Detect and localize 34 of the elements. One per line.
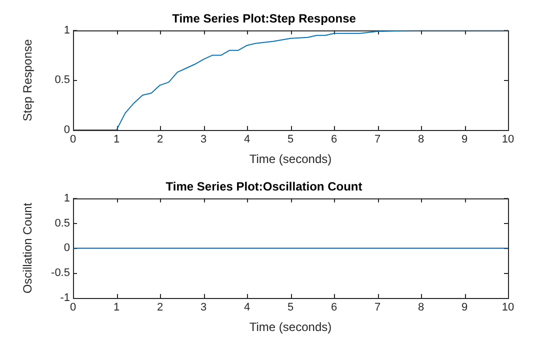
y-tick-label: -1 xyxy=(60,292,70,304)
x-tick-label: 7 xyxy=(374,134,381,146)
y-tick-label: 1 xyxy=(64,192,70,204)
x-tick-label: 5 xyxy=(287,302,294,314)
x-tick-label: 3 xyxy=(200,134,207,146)
x-tick-label: 6 xyxy=(330,134,338,146)
x-tick-label: 9 xyxy=(461,134,468,146)
chart-title: Time Series Plot:Oscillation Count xyxy=(166,180,362,194)
x-tick-label: 9 xyxy=(461,302,468,314)
x-tick-label: 6 xyxy=(330,302,338,314)
x-axis-title: Time (seconds) xyxy=(249,152,332,166)
x-tick-label: 2 xyxy=(156,134,164,146)
y-tick-label: -0.5 xyxy=(51,267,70,280)
y-tick-label: 0 xyxy=(64,242,70,254)
x-tick-label: 10 xyxy=(502,302,514,314)
x-tick-label: 4 xyxy=(244,134,250,146)
x-tick-label: 1 xyxy=(113,134,120,146)
chart-title: Time Series Plot:Step Response xyxy=(172,12,356,26)
x-tick-label: 3 xyxy=(200,302,207,314)
y-axis-title: Step Response xyxy=(20,38,35,122)
y-tick-label: 0 xyxy=(64,124,70,136)
y-axis-title: Oscillation Count xyxy=(20,202,35,294)
x-tick-label: 5 xyxy=(287,134,294,146)
x-tick-label: 7 xyxy=(374,302,381,314)
y-tick-label: 1 xyxy=(64,24,70,36)
x-tick-label: 4 xyxy=(244,302,250,314)
x-tick-label: 8 xyxy=(418,302,424,314)
x-tick-label: 8 xyxy=(418,134,424,146)
y-tick-label: 0.5 xyxy=(54,217,70,230)
x-axis-title: Time (seconds) xyxy=(249,320,332,334)
x-tick-label: 1 xyxy=(113,302,120,314)
x-tick-label: 2 xyxy=(156,302,164,314)
y-tick-label: 0.5 xyxy=(54,74,70,86)
x-tick-label: 10 xyxy=(502,134,514,146)
